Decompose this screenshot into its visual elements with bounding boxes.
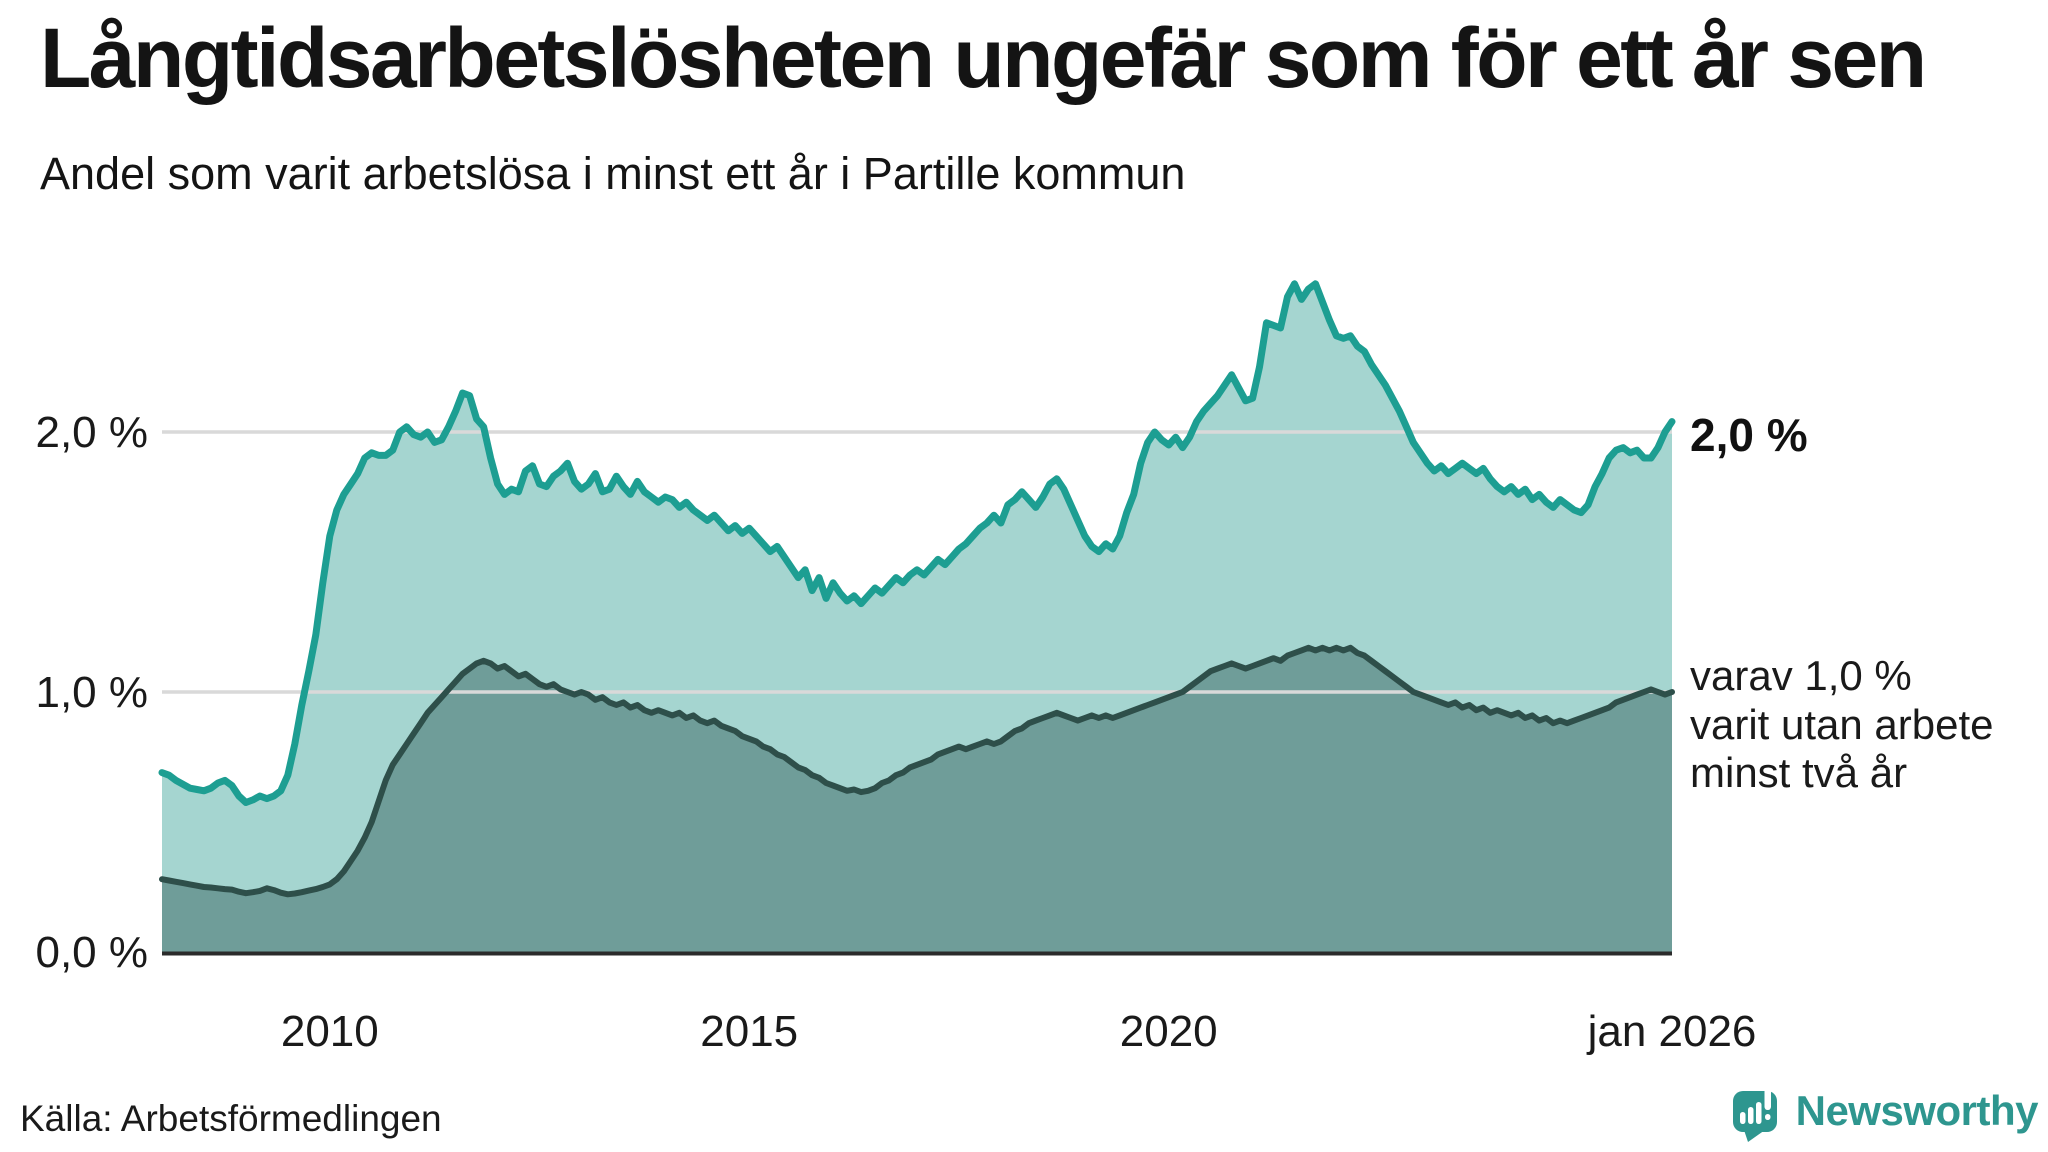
area-fill-unemployed-two-years	[162, 647, 1672, 952]
newsworthy-logo: Newsworthy	[1732, 1080, 2039, 1142]
x-tick-label: jan 2026	[1586, 1007, 1757, 1056]
annotation-line-2: varit utan arbete	[1690, 700, 1994, 748]
annotation-line-3: minst två år	[1690, 749, 1908, 797]
x-tick-label: 2010	[281, 1007, 379, 1056]
annotation-line-1: varav 1,0 %	[1690, 652, 1912, 699]
end-value-label: 2,0 %	[1690, 409, 1808, 461]
newsworthy-wordmark: Newsworthy	[1795, 1087, 2039, 1134]
y-tick-label: 2,0 %	[35, 408, 148, 457]
y-tick-label: 0,0 %	[35, 928, 148, 977]
y-tick-label: 1,0 %	[35, 668, 148, 717]
newsworthy-icon	[1732, 1082, 1777, 1142]
page-subtitle: Andel som varit arbetslösa i minst ett å…	[40, 148, 1186, 199]
series-line-unemployed-two-years	[159, 644, 1675, 898]
x-tick-label: 2015	[700, 1007, 798, 1056]
x-axis-labels: 2010 2015 2020 jan 2026	[281, 1007, 1757, 1056]
y-axis-labels: 2,0 % 1,0 % 0,0 %	[35, 408, 148, 977]
series-line-unemployed-one-year	[158, 280, 1676, 806]
page-title: Långtidsarbetslösheten ungefär som för e…	[40, 11, 1927, 105]
annotation-two-years: varav 1,0 % varit utan arbete minst två …	[1690, 652, 1994, 798]
source-caption: Källa: Arbetsförmedlingen	[20, 1098, 442, 1139]
x-tick-label: 2020	[1120, 1007, 1218, 1056]
